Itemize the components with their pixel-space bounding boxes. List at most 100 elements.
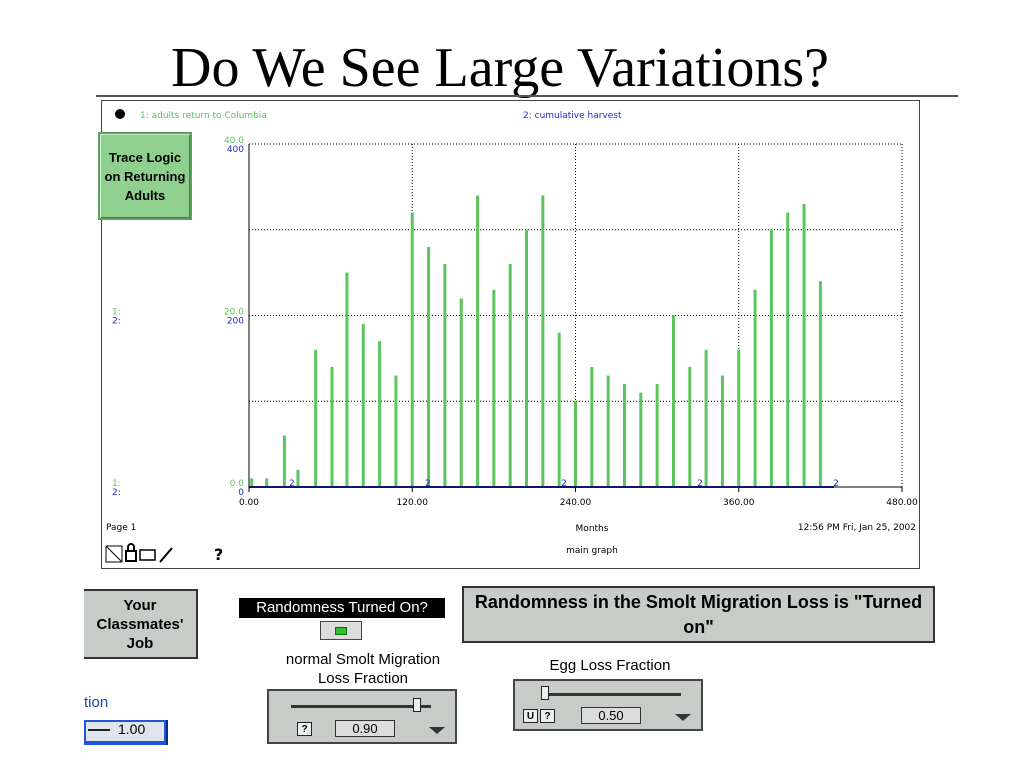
partial-slider[interactable]: 1.00 — [84, 720, 168, 745]
timestamp: 12:56 PM Fri, Jan 25, 2002 — [798, 523, 916, 533]
x-axis-title: Months — [576, 524, 609, 534]
bar-22 — [606, 375, 610, 487]
bar-16 — [508, 264, 512, 487]
help-icon[interactable]: ? — [540, 709, 555, 723]
egg-loss-slider[interactable]: U ? 0.50 — [513, 679, 703, 731]
help-icon: ? — [214, 545, 223, 564]
x-tick-label: 360.00 — [723, 498, 755, 508]
randomness-toggle-switch[interactable] — [320, 621, 362, 640]
bar-25 — [655, 384, 659, 487]
smolt-loss-label: normal Smolt Migration Loss Fraction — [285, 651, 441, 687]
slider-thumb[interactable] — [413, 698, 421, 712]
slide-title: Do We See Large Variations? — [171, 37, 829, 99]
bar-32 — [769, 229, 773, 487]
wand-icon — [159, 547, 173, 563]
bar-19 — [557, 332, 561, 487]
lock-shackle — [127, 543, 135, 551]
bar-29 — [720, 375, 724, 487]
page-indicator: Page 1 — [106, 523, 136, 533]
dropdown-arrow-icon[interactable] — [675, 714, 691, 721]
bar-28 — [704, 349, 708, 487]
bar-12 — [443, 264, 447, 487]
bar-35 — [818, 281, 822, 487]
bar-2 — [282, 435, 286, 487]
series-2-marker: 2 — [289, 479, 295, 489]
y-tick-label-series-2: 0 — [238, 488, 244, 498]
bar-27 — [688, 366, 692, 487]
bar-0 — [250, 478, 254, 487]
bar-14 — [476, 195, 480, 487]
bar-31 — [753, 289, 757, 487]
bar-24 — [639, 392, 643, 487]
legend-series-2: 2: cumulative harvest — [523, 111, 622, 121]
print-icon — [139, 549, 156, 561]
toggle-indicator-icon — [335, 626, 347, 635]
smolt-value-display[interactable]: 0.90 — [335, 720, 395, 737]
series-2-marker: 2 — [425, 479, 431, 489]
bar-18 — [541, 195, 545, 487]
series-2-marker: 2 — [833, 479, 839, 489]
graph-name: main graph — [566, 546, 618, 556]
series-2-axis-marker: 2: — [112, 488, 121, 498]
x-tick-label: 120.00 — [397, 498, 429, 508]
bar-9 — [394, 375, 398, 487]
bar-15 — [492, 289, 496, 487]
series-1-axis-marker: 1: — [112, 479, 121, 489]
page-corner-diag — [105, 545, 123, 563]
randomness-label: Randomness Turned On? — [239, 598, 445, 618]
bar-11 — [427, 246, 431, 487]
y-tick-label-series-1: 0.0 — [230, 479, 245, 489]
x-tick-label: 480.00 — [886, 498, 918, 508]
legend-series-1: 1: adults return to Columbia — [140, 111, 267, 121]
slider-track — [291, 705, 431, 708]
y-tick-label-series-1: 40.0 — [224, 136, 244, 146]
egg-loss-label: Egg Loss Fraction — [549, 657, 671, 674]
axes — [248, 144, 903, 492]
classmates-job-button[interactable]: Your Classmates' Job — [84, 589, 198, 659]
slider-thumb[interactable] — [541, 686, 549, 700]
bar-6 — [345, 272, 349, 487]
bar-17 — [525, 229, 529, 487]
graph-window: 2 2 2 2 2 0.00 120.00 240.00 360.00 480.00 40.0 40… — [101, 100, 920, 569]
bar-21 — [590, 366, 594, 487]
bar-8 — [378, 341, 382, 487]
legend-dial-icon — [115, 109, 125, 119]
dropdown-arrow-icon[interactable] — [429, 727, 445, 734]
chart-labels: 0.00 120.00 240.00 360.00 480.0040.040020.02… — [105, 109, 918, 564]
x-tick-label: 240.00 — [560, 498, 592, 508]
help-icon[interactable]: ? — [297, 722, 312, 736]
bar-20 — [574, 401, 577, 487]
egg-value-display[interactable]: 0.50 — [581, 707, 641, 724]
bar-26 — [671, 315, 675, 487]
unit-icon[interactable]: U — [523, 709, 538, 723]
partial-value: 1.00 — [118, 721, 146, 737]
smolt-loss-slider[interactable]: ? 0.90 — [267, 689, 457, 744]
y-tick-label-series-2: 200 — [227, 317, 244, 327]
y-tick-label-series-2: 400 — [227, 145, 244, 155]
bar-34 — [802, 204, 806, 487]
slider-track — [88, 729, 110, 731]
series-2-marker: 2 — [561, 479, 567, 489]
bar-7 — [361, 324, 365, 487]
bar-33 — [786, 212, 790, 487]
bar-5 — [330, 366, 334, 487]
bar-4 — [314, 349, 318, 487]
series-1-axis-marker: 1: — [112, 308, 121, 318]
series-1-bars — [250, 195, 822, 487]
bar-13 — [459, 298, 463, 487]
slider-track — [541, 693, 681, 696]
chart: 2 2 2 2 2 0.00 120.00 240.00 360.00 480.00 40.040… — [105, 109, 918, 564]
lock-icon — [125, 550, 137, 562]
x-tick-label: 0.00 — [239, 498, 259, 508]
bar-30 — [737, 349, 741, 487]
title-divider — [96, 95, 958, 97]
bar-1 — [265, 478, 269, 487]
randomness-status-box[interactable]: Randomness in the Smolt Migration Loss i… — [462, 586, 935, 643]
trace-logic-button[interactable]: Trace Logic on Returning Adults — [98, 132, 192, 220]
partial-control-label: tion — [84, 694, 109, 711]
series-2-marker: 2 — [697, 479, 703, 489]
y-tick-label-series-1: 20.0 — [224, 308, 244, 318]
bar-3 — [296, 469, 300, 487]
bar-23 — [622, 384, 626, 487]
series-2-axis-marker: 2: — [112, 317, 121, 327]
